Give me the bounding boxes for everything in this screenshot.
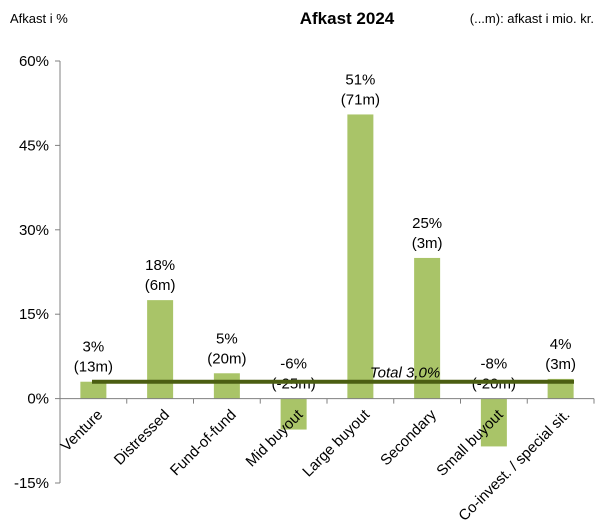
data-label-amount: (3m): [545, 356, 576, 373]
total-label: Total 3,0%: [370, 365, 440, 382]
bar: [280, 398, 307, 430]
chart-note: (...m): afkast i mio. kr.: [470, 11, 594, 26]
bar: [213, 373, 240, 399]
x-tick-label: Secondary: [377, 406, 440, 469]
data-label-amount: (-20m): [472, 376, 516, 393]
total-line-group: Total 3,0%: [92, 365, 574, 384]
bars: [80, 114, 574, 447]
y-tick-label: -15%: [14, 475, 49, 492]
data-label-percent: 5%: [216, 330, 238, 347]
x-tick-label: Mid buyout: [243, 406, 307, 470]
bar: [480, 398, 507, 447]
y-tick-label: 0%: [27, 391, 49, 408]
y-tick-label: 60%: [19, 53, 49, 70]
bar: [147, 300, 174, 399]
data-label-percent: 25%: [412, 215, 442, 232]
x-tick-label: Large buyout: [299, 406, 374, 481]
data-label-amount: (-25m): [272, 376, 316, 393]
data-label-amount: (6m): [145, 277, 176, 294]
data-label-amount: (13m): [74, 359, 113, 376]
y-axis: -15% 0% 15% 30% 45% 60%: [14, 53, 61, 492]
data-label-amount: (20m): [207, 350, 246, 367]
data-label-percent: -8%: [481, 356, 508, 373]
data-label-amount: (3m): [412, 235, 443, 252]
y-tick-label: 15%: [19, 306, 49, 323]
y-tick-label: 45%: [19, 137, 49, 154]
data-label-percent: -6%: [280, 356, 307, 373]
data-label-amount: (71m): [341, 91, 380, 108]
x-tick-label: Distressed: [111, 406, 173, 468]
bar: [547, 378, 574, 399]
x-tick-label: Venture: [58, 406, 107, 455]
y-axis-label: Afkast i %: [10, 11, 68, 26]
data-label-percent: 3%: [83, 339, 105, 356]
bar: [347, 114, 374, 399]
x-tick-label: Fund-of-fund: [167, 406, 240, 479]
bar: [414, 257, 441, 399]
chart-title: Afkast 2024: [300, 9, 395, 28]
data-label-percent: 51%: [345, 71, 375, 88]
x-tick-label: Co-invest. / special sit.: [455, 406, 573, 524]
y-tick-label: 30%: [19, 222, 49, 239]
data-label-percent: 18%: [145, 257, 175, 274]
data-label-percent: 4%: [550, 336, 572, 353]
bar: [80, 381, 107, 399]
